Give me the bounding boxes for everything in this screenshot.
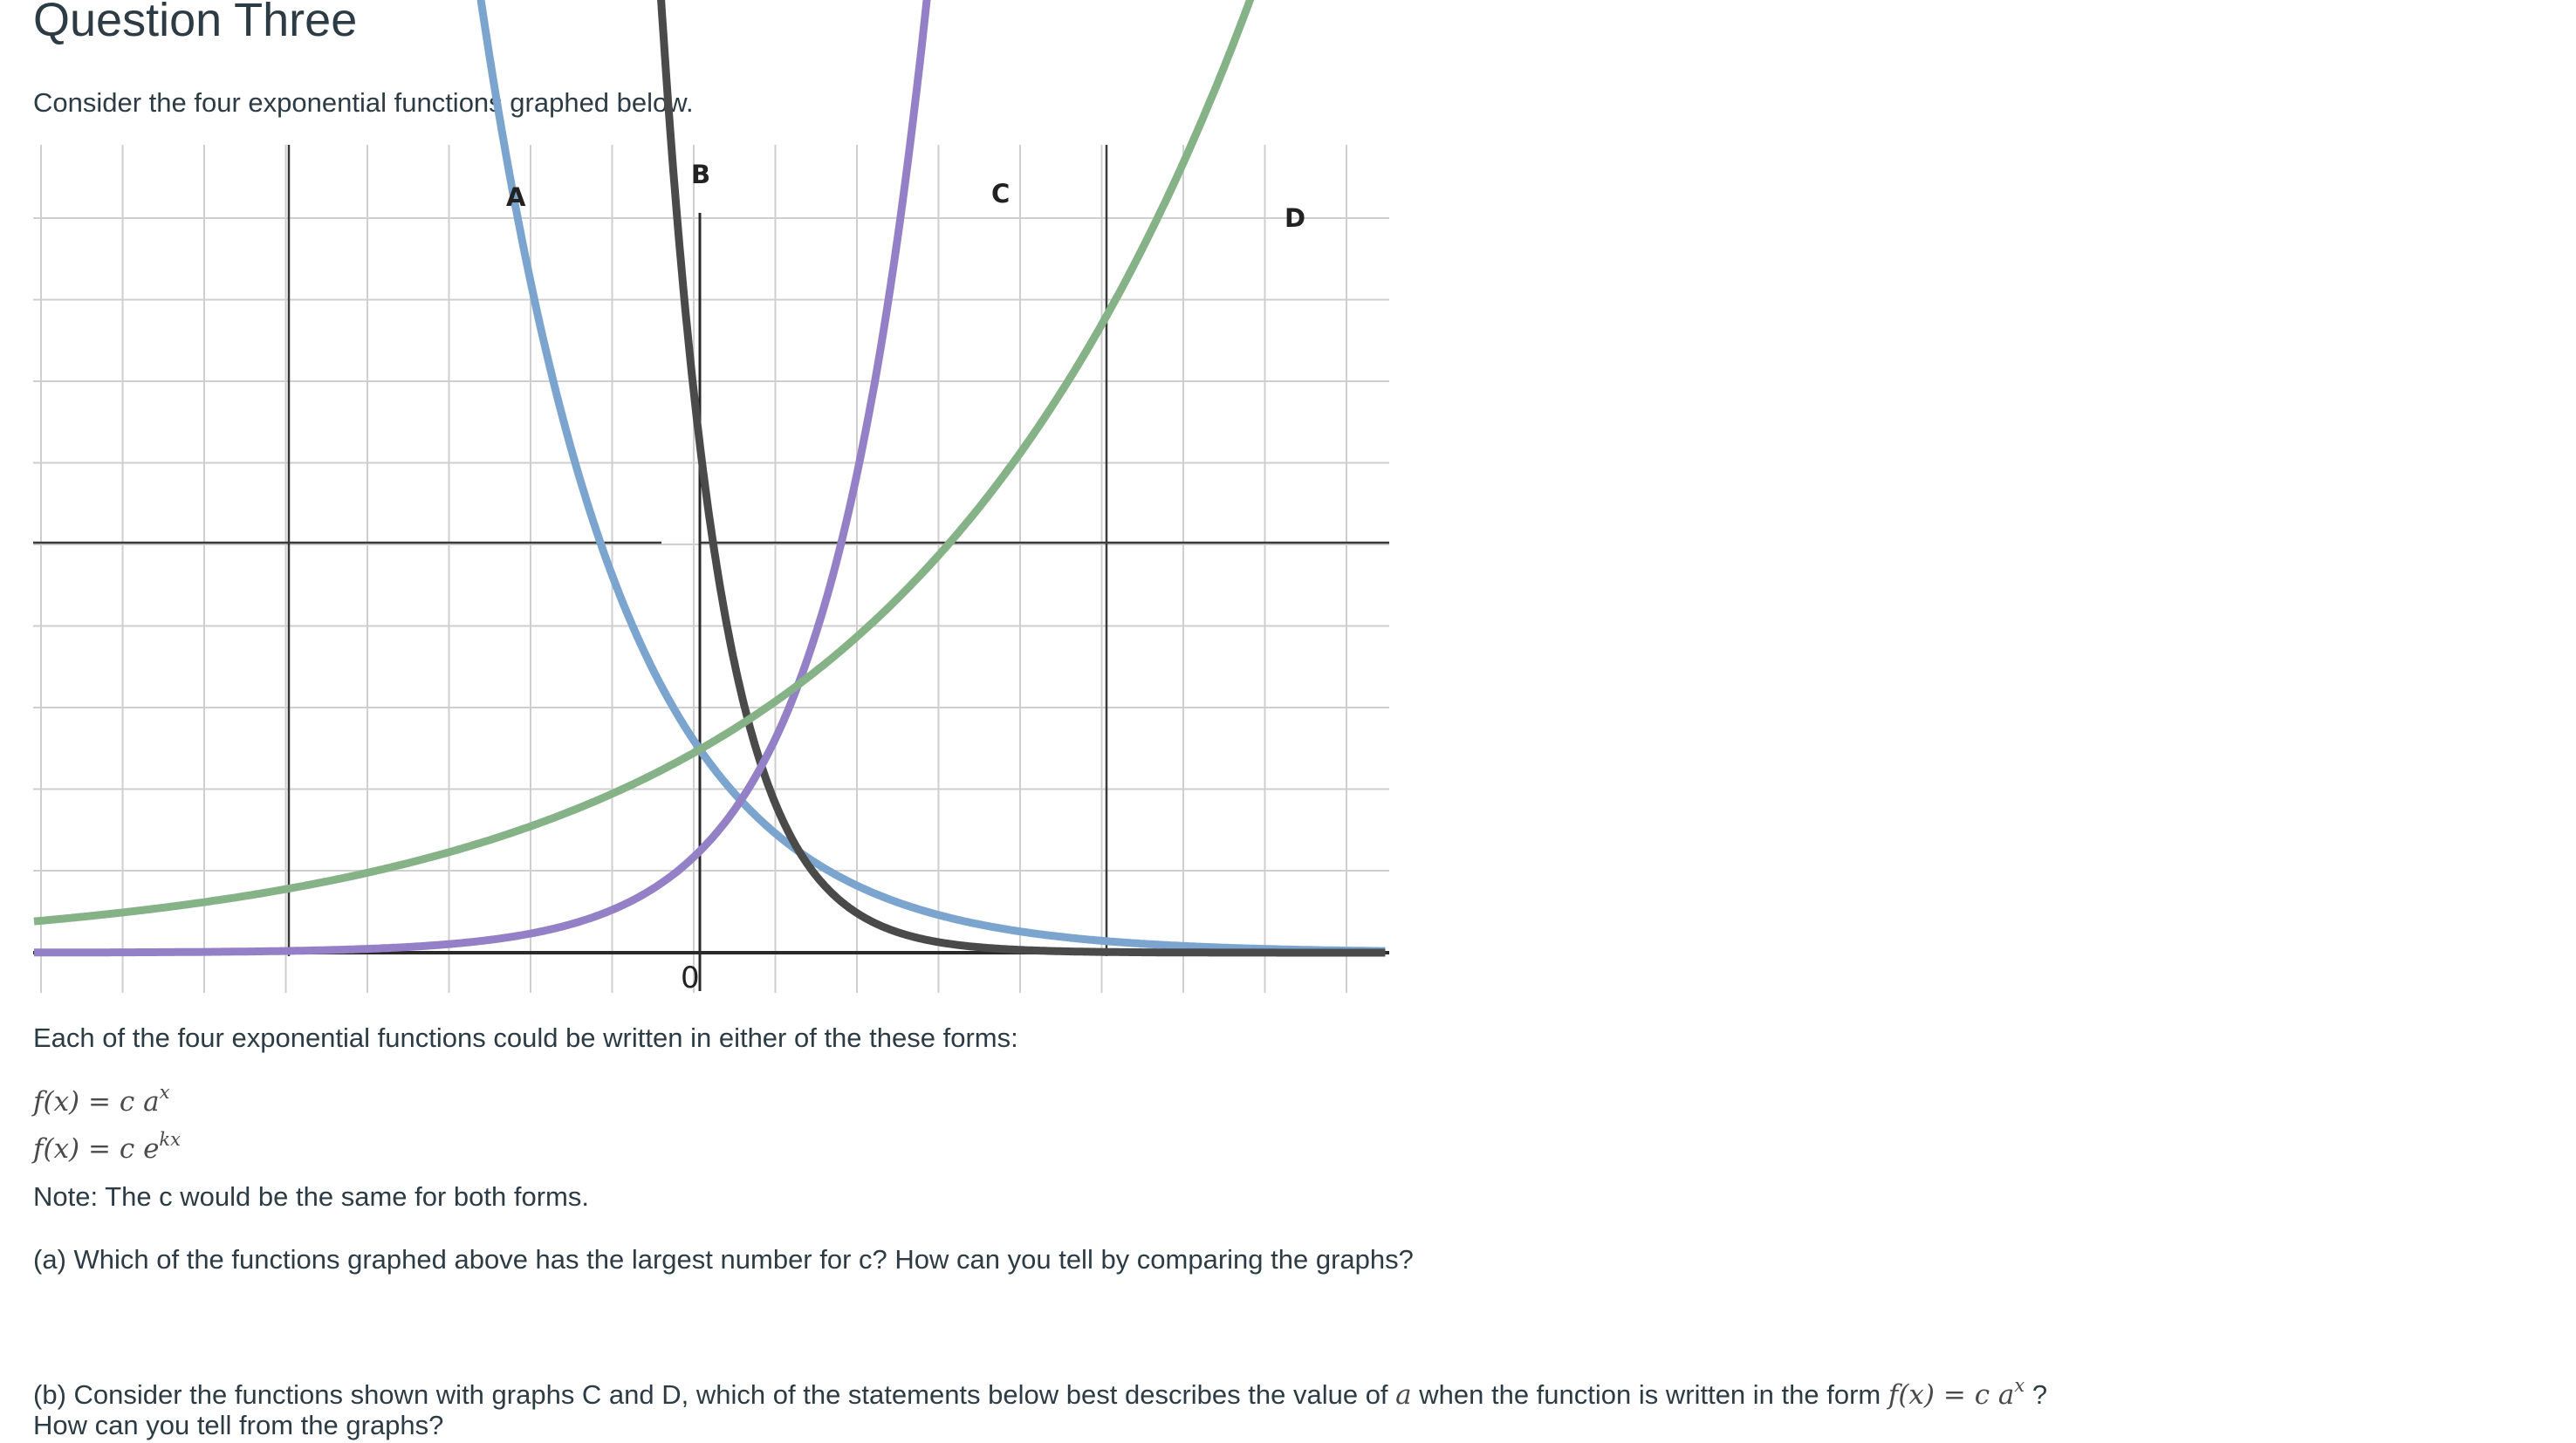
form-one-exponent: x xyxy=(159,1082,170,1103)
part-b-formula-exponent: x xyxy=(2014,1375,2025,1396)
chart-grid xyxy=(33,145,1389,993)
form-one-equals: = xyxy=(88,1086,111,1118)
part-b-suffix: ? xyxy=(2024,1379,2048,1410)
part-b-variable: a xyxy=(1395,1379,1412,1411)
form-one-lhs: f(x) xyxy=(33,1086,80,1118)
curve-c xyxy=(32,0,931,957)
chart-labels: 0 A B C D xyxy=(506,160,1305,995)
part-b-prefix: (b) Consider the functions shown with gr… xyxy=(33,1379,1396,1410)
form-two-rhs: c e xyxy=(119,1133,160,1165)
part-a-question: (a) Which of the functions graphed above… xyxy=(33,1244,1414,1275)
part-b-formula-rhs: c a xyxy=(1974,1379,2015,1411)
curve-d xyxy=(32,0,1255,926)
curve-label-c: C xyxy=(991,179,1010,209)
intro-text: Consider the four exponential functions … xyxy=(33,87,694,118)
curve-b xyxy=(657,0,1388,957)
part-b-question: (b) Consider the functions shown with gr… xyxy=(33,1368,2047,1412)
part-b-middle: when the function is written in the form xyxy=(1411,1379,1888,1410)
part-b-followup: How can you tell from the graphs? xyxy=(33,1410,444,1440)
curve-label-a: A xyxy=(506,182,526,212)
part-b-formula-lhs: f(x) xyxy=(1887,1379,1935,1411)
part-b-formula: f(x) = c ax xyxy=(1887,1375,2024,1411)
curve-a xyxy=(476,0,1388,955)
form-two-exponent: kx xyxy=(159,1129,181,1150)
question-title: Question Three xyxy=(33,0,358,46)
origin-label: 0 xyxy=(681,961,700,995)
chart-curves xyxy=(32,0,1388,957)
form-two-lhs: f(x) xyxy=(33,1133,80,1165)
part-b-formula-equals: = xyxy=(1942,1379,1966,1411)
form-one-formula: f(x) = c ax xyxy=(33,1075,169,1119)
forms-intro-text: Each of the four exponential functions c… xyxy=(33,1022,1018,1053)
curve-label-b: B xyxy=(691,160,710,189)
note-text: Note: The c would be the same for both f… xyxy=(33,1181,589,1212)
form-one-rhs: c a xyxy=(119,1086,160,1118)
chart-axes xyxy=(33,145,1389,991)
form-two-formula: f(x) = c ekx xyxy=(33,1122,181,1166)
curve-label-d: D xyxy=(1285,203,1305,233)
form-two-equals: = xyxy=(88,1133,111,1165)
